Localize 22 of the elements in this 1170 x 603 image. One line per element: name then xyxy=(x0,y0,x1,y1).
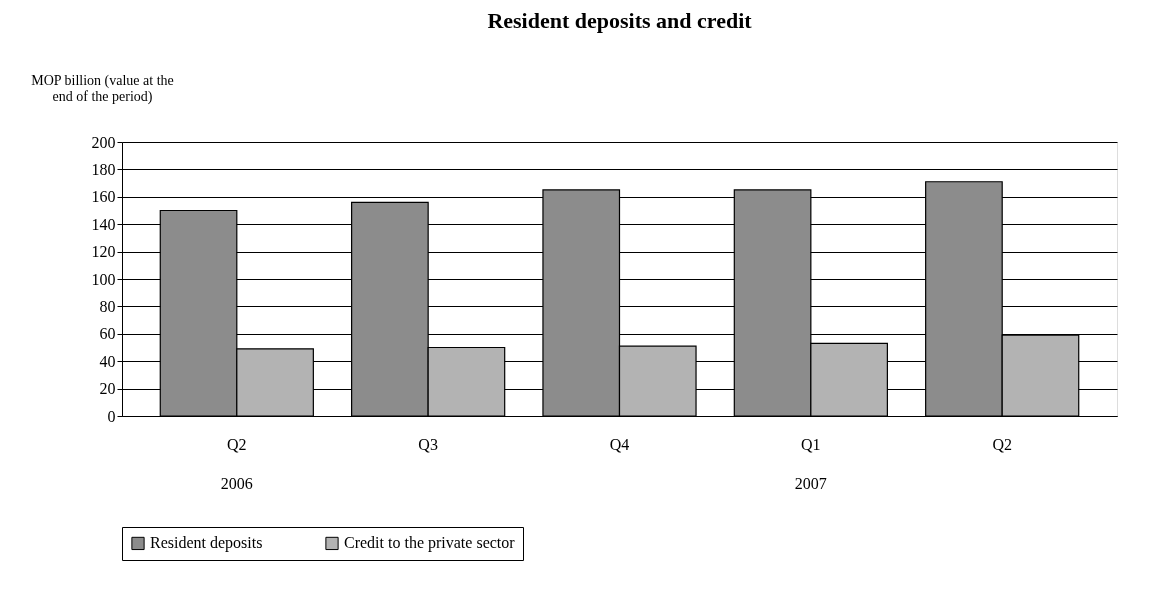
text: 2006 xyxy=(220,475,253,492)
x-tick-label: Q1 xyxy=(801,435,821,453)
y-tick-label: 100 xyxy=(91,270,116,288)
x-tick-label: Q4 xyxy=(609,435,630,453)
y-tick-label: 120 xyxy=(91,243,116,261)
legend-label: Resident deposits xyxy=(150,534,263,553)
legend-label: Credit to the private sector xyxy=(344,534,516,553)
y-tick-label: 140 xyxy=(91,215,116,233)
y-tick-label: 20 xyxy=(99,380,116,398)
y-axis-title: MOP billion (value at the end of the period) xyxy=(31,72,174,105)
y-tick-label: 0 xyxy=(107,407,116,425)
chart-title: Resident deposits and credit xyxy=(487,8,753,33)
y-tick-label: 40 xyxy=(99,352,116,370)
x-tick-label: Q2 xyxy=(992,435,1012,453)
y-tick-label: 60 xyxy=(99,325,116,343)
text: 2007 xyxy=(794,475,827,492)
y-tick-label: 160 xyxy=(91,188,116,206)
x-tick-label: Q2 xyxy=(227,435,247,453)
x-tick-label: Q3 xyxy=(418,435,438,453)
y-tick-label: 180 xyxy=(91,160,116,178)
y-tick-label: 200 xyxy=(91,133,116,151)
y-tick-label: 80 xyxy=(99,297,116,315)
